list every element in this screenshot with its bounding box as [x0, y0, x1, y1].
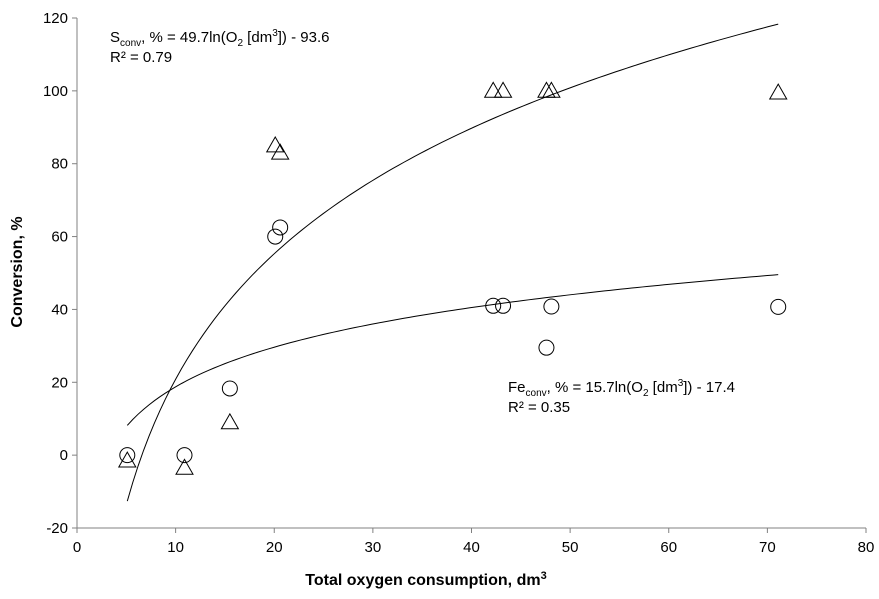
- trendline-equation-fe: Feconv, % = 15.7ln(O2 [dm3]) - 17.4: [508, 378, 735, 399]
- y-tick-label: 0: [60, 447, 68, 464]
- x-tick-label: 20: [266, 539, 283, 556]
- y-tick-label: 40: [51, 301, 68, 318]
- circle-point: [485, 297, 502, 314]
- circle-point: [495, 297, 512, 314]
- trendline-r2-s: R² = 0.79: [110, 49, 172, 66]
- x-axis-title: Total oxygen consumption, dm3: [305, 570, 546, 589]
- eq-fe-end: ]) - 17.4: [683, 379, 735, 396]
- triangle-point: [493, 81, 513, 98]
- circle-point: [267, 228, 284, 245]
- eq-s-sub: conv: [120, 38, 141, 49]
- x-tick-label: 30: [365, 539, 382, 556]
- x-tick-label: 80: [858, 539, 875, 556]
- eq-fe-sub2: 2: [643, 388, 649, 399]
- data-points: [117, 81, 788, 475]
- y-tick-label: 100: [43, 83, 68, 100]
- x-tick-label: 10: [167, 539, 184, 556]
- y-tick-label: 20: [51, 374, 68, 391]
- circle-point: [119, 447, 136, 464]
- eq-s-end: ]) - 93.6: [278, 29, 330, 46]
- axes: -20 0 20 40 60 80 100 120 0 10 20 30 40 50 60 70 80: [43, 10, 874, 556]
- y-tick-label: 120: [43, 10, 68, 27]
- triangle-point: [270, 143, 290, 160]
- circle-point: [538, 339, 555, 356]
- annotations: Sconv, % = 49.7ln(O2 [dm3]) - 93.6 R² = …: [9, 28, 735, 589]
- eq-fe-sub: conv: [526, 388, 547, 399]
- eq-s-mid: , % = 49.7ln(O: [141, 29, 237, 46]
- x-tick-label: 0: [73, 539, 81, 556]
- trendline-equation-s: Sconv, % = 49.7ln(O2 [dm3]) - 93.6: [110, 28, 329, 49]
- triangle-point: [768, 83, 788, 100]
- triangle-point: [117, 451, 137, 468]
- triangle-point: [220, 412, 240, 430]
- eq-s-main: S: [110, 29, 120, 46]
- circle-point: [770, 298, 787, 315]
- triangle-point: [175, 458, 194, 475]
- y-tick-label: 60: [51, 229, 68, 246]
- trendline-s: [126, 23, 779, 502]
- trendline-r2-fe: R² = 0.35: [508, 399, 570, 416]
- eq-fe-main: Fe: [508, 379, 526, 396]
- eq-s-sub2: 2: [237, 38, 243, 49]
- y-tick-label: -20: [46, 520, 68, 537]
- eq-s-sup: 3: [272, 28, 278, 39]
- eq-fe-mid: , % = 15.7ln(O: [547, 379, 643, 396]
- eq-fe-sup: 3: [678, 378, 684, 389]
- eq-s-mid2: [dm: [243, 29, 272, 46]
- y-axis-title: Conversion, %: [9, 216, 26, 327]
- triangle-point: [542, 81, 561, 98]
- circle-point: [272, 219, 289, 236]
- trendlines: [126, 23, 779, 502]
- x-tick-label: 40: [463, 539, 480, 556]
- x-tick-label: 50: [562, 539, 579, 556]
- circle-point: [176, 447, 193, 464]
- triangle-point: [265, 135, 285, 153]
- x-tick-label: 60: [660, 539, 677, 556]
- eq-fe-mid2: [dm: [649, 379, 678, 396]
- trendline-fe: [126, 274, 779, 426]
- x-axis-title-sup: 3: [541, 570, 547, 582]
- y-tick-label: 80: [51, 156, 68, 173]
- circle-point: [221, 380, 238, 397]
- circle-point: [543, 298, 560, 315]
- x-tick-label: 70: [759, 539, 776, 556]
- x-axis-title-text: Total oxygen consumption, dm: [305, 572, 540, 589]
- triangle-point: [483, 81, 503, 98]
